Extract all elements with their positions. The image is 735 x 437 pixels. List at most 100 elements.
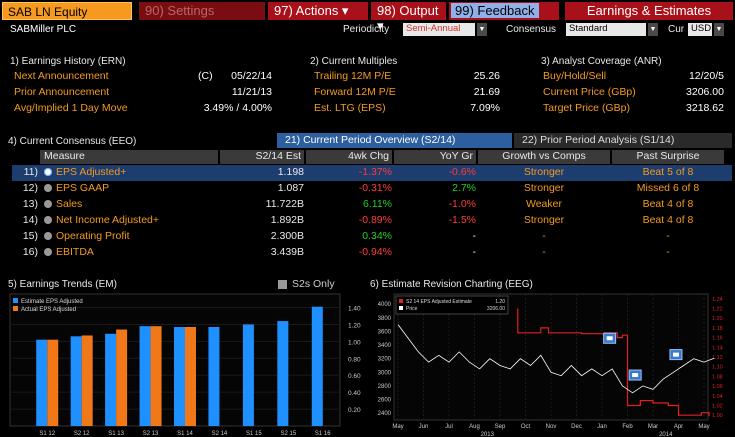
x-tick-label: S1 14 — [177, 431, 193, 437]
ticker-input[interactable]: SAB LN Equity — [2, 2, 132, 20]
past-surprise: - — [666, 246, 670, 258]
radio-bullet-icon[interactable] — [44, 168, 52, 176]
measure-label: Operating Profit — [56, 230, 130, 242]
row-index: 15) — [22, 230, 38, 242]
actual-bar — [81, 335, 93, 426]
col-estimate[interactable]: S2/14 Est — [220, 150, 304, 164]
table-row[interactable]: 16) EBITDA 3.439B -0.94% - - - — [12, 245, 732, 261]
earnings-trends-title[interactable]: 5) Earnings Trends (EM) — [8, 279, 117, 290]
radio-bullet-icon[interactable] — [44, 232, 52, 240]
estimate-value: 1.087 — [277, 182, 304, 194]
currency-select[interactable]: USD — [688, 23, 712, 36]
table-row[interactable]: 12) EPS GAAP 1.087 -0.31% 2.7% Stronger Missed… — [12, 181, 732, 197]
right-tick-label: 1.14 — [712, 345, 723, 351]
event-marker-glyph — [672, 352, 679, 357]
periodicity-select[interactable]: Semi-Annual — [403, 23, 475, 36]
col-yoy-gr[interactable]: YoY Gr — [394, 150, 476, 164]
yoy-growth: - — [472, 246, 477, 258]
buy-hold-sell-label: Buy/Hold/Sell — [543, 70, 607, 82]
estimate-value: 11.722B — [265, 198, 304, 210]
legend-swatch — [399, 306, 403, 310]
right-tick-label: 1.16 — [712, 336, 723, 342]
chevron-down-icon[interactable]: ▼ — [477, 23, 487, 36]
x-tick-label: Sep — [495, 424, 506, 430]
estimate-revision-chart: May Jun Jul Aug Sep Oct Nov Dec Jan Feb Mar Apr May 2… — [378, 293, 723, 437]
earnings-history-title[interactable]: 1) Earnings History (ERN) — [10, 56, 126, 67]
estimate-bar — [36, 339, 48, 426]
tab-prior-period[interactable]: 22) Prior Period Analysis (S1/14) — [514, 133, 732, 148]
tab-current-period[interactable]: 21) Current Period Overview (S2/14) — [277, 133, 512, 148]
analyst-coverage-title[interactable]: 3) Analyst Coverage (ANR) — [541, 56, 662, 67]
estimate-bar — [139, 326, 151, 426]
settings-button[interactable]: 90) Settings — [139, 2, 265, 20]
actual-bar — [47, 339, 59, 426]
measure-name: Operating Profit — [44, 230, 214, 242]
s2s-only-checkbox[interactable] — [278, 280, 287, 289]
measure-label: Net Income Adjusted+ — [56, 214, 160, 226]
x-tick-label: S2 13 — [143, 431, 159, 437]
col-growth-vs-comps[interactable]: Growth vs Comps — [478, 150, 610, 164]
x-tick-label: S1 16 — [315, 431, 331, 437]
x-tick-label: May — [392, 424, 403, 430]
left-tick-label: 2600 — [378, 398, 392, 404]
col-4wk-chg[interactable]: 4wk Chg — [306, 150, 392, 164]
actions-menu-button[interactable]: 97) Actions ▾ — [268, 2, 368, 20]
estimate-bar — [311, 306, 323, 426]
x-tick-label: S2 12 — [74, 431, 90, 437]
col-past-surprise[interactable]: Past Surprise — [612, 150, 724, 164]
table-row[interactable]: 13) Sales 11.722B 6.11% -1.0% Weaker Beat 4 of… — [12, 197, 732, 213]
growth-vs-comps: Stronger — [523, 166, 565, 178]
measure-label: Sales — [56, 198, 83, 210]
left-tick-label: 3400 — [378, 343, 392, 349]
yoy-growth: - — [472, 230, 477, 242]
four-week-change: -0.94% — [358, 246, 392, 258]
growth-vs-comps: - — [542, 230, 546, 242]
left-tick-label: 3200 — [378, 357, 392, 363]
right-tick-label: 1.08 — [712, 374, 723, 380]
radio-bullet-icon[interactable] — [44, 184, 52, 192]
row-index: 14) — [22, 214, 38, 226]
measure-name: EPS GAAP — [44, 182, 214, 194]
legend-swatch — [13, 306, 18, 311]
estimate-bar — [242, 324, 254, 426]
earnings-trends-chart: 0.20 0.40 0.60 0.80 1.00 1.20 1.40 S1 12 S2 12 S1… — [9, 293, 361, 437]
y-tick-label: 1.20 — [348, 322, 361, 329]
col-measure[interactable]: Measure — [40, 150, 218, 164]
x-tick-label: Oct — [521, 424, 531, 430]
legend-label: S2 14 EPS Adjusted Estimate — [406, 299, 472, 305]
left-tick-label: 3600 — [378, 329, 392, 335]
current-price-label: Current Price (GBp) — [543, 86, 636, 98]
feedback-button[interactable]: 99) Feedback — [449, 2, 559, 20]
event-marker-glyph — [606, 336, 613, 341]
actual-bar — [150, 326, 162, 426]
forward-pe-label: Forward 12M P/E — [314, 86, 396, 98]
table-row[interactable]: 11) EPS Adjusted+ 1.198 -1.37% -0.6% Stronger… — [12, 165, 732, 181]
x-tick-label: S1 12 — [39, 431, 55, 437]
forward-pe-value: 21.69 — [473, 86, 500, 98]
actual-bar — [116, 329, 128, 426]
buy-hold-sell-value: 12/20/5 — [688, 70, 724, 82]
output-menu-button[interactable]: 98) Output ▾ — [371, 2, 446, 33]
chevron-down-icon[interactable]: ▼ — [714, 23, 724, 36]
current-consensus-title[interactable]: 4) Current Consensus (EEO) — [8, 136, 137, 147]
x-tick-label: Jul — [445, 424, 453, 430]
table-row[interactable]: 15) Operating Profit 2.300B 0.34% - - - — [12, 229, 732, 245]
consensus-select[interactable]: Standard — [566, 23, 646, 36]
measure-name: EPS Adjusted+ — [44, 166, 214, 178]
x-tick-label: Mar — [648, 424, 658, 430]
implied-move-label: Avg/Implied 1 Day Move — [14, 102, 128, 114]
four-week-change: -1.37% — [358, 166, 392, 178]
chevron-down-icon[interactable]: ▼ — [648, 23, 658, 36]
table-row[interactable]: 14) Net Income Adjusted+ 1.892B -0.89% -1.5%… — [12, 213, 732, 229]
radio-bullet-icon[interactable] — [44, 248, 52, 256]
estimate-revision-title[interactable]: 6) Estimate Revision Charting (EEG) — [370, 279, 533, 290]
growth-vs-comps: Stronger — [523, 214, 565, 226]
radio-bullet-icon[interactable] — [44, 200, 52, 208]
ltg-value: 7.09% — [470, 102, 500, 114]
radio-bullet-icon[interactable] — [44, 216, 52, 224]
legend-swatch — [13, 298, 18, 303]
past-surprise: Beat 5 of 8 — [642, 166, 694, 178]
consensus-label: Consensus — [506, 24, 557, 35]
next-announcement-label: Next Announcement — [14, 70, 109, 82]
right-tick-label: 1.06 — [712, 384, 723, 390]
